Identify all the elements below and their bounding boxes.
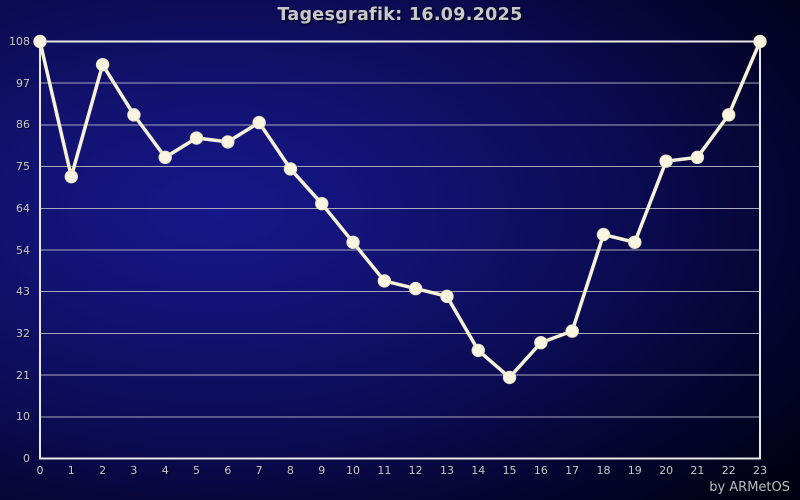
- data-point: [690, 150, 705, 165]
- data-point: [158, 150, 172, 165]
- x-axis-tick-label: 12: [408, 464, 423, 477]
- chart-frame: [39, 40, 761, 460]
- x-axis-tick-label: 4: [161, 464, 169, 477]
- data-point: [346, 235, 360, 249]
- x-axis-tick-label: 15: [502, 464, 517, 477]
- x-axis-tick-label: 21: [690, 464, 705, 477]
- data-point: [283, 162, 298, 176]
- x-axis-tick-label: 0: [36, 464, 44, 477]
- data-point: [33, 34, 47, 49]
- data-point: [753, 34, 767, 49]
- x-axis-tick-label: 23: [753, 464, 767, 477]
- x-axis-tick-label: 8: [286, 464, 294, 477]
- x-axis-tick-label: 11: [377, 464, 392, 477]
- x-axis-tick-label: 6: [224, 464, 232, 477]
- x-axis-tick-label: 5: [193, 464, 201, 477]
- y-axis-tick-label: 43: [16, 285, 30, 299]
- data-point: [377, 274, 392, 288]
- data-point: [596, 227, 611, 242]
- data-point: [502, 370, 517, 385]
- data-point: [721, 108, 736, 122]
- x-axis-tick-label: 20: [659, 464, 674, 477]
- data-point: [471, 343, 485, 358]
- y-axis-tick-label: 97: [16, 76, 30, 90]
- data-point: [127, 108, 141, 122]
- credit-label: by ARMetOS: [709, 480, 790, 495]
- y-axis-tick-label: 75: [16, 160, 30, 174]
- x-axis-tick-label: 3: [130, 464, 138, 477]
- x-axis-tick-label: 1: [67, 464, 75, 477]
- y-axis-tick-label: 108: [9, 35, 30, 48]
- data-point: [628, 235, 642, 249]
- x-axis-tick-label: 7: [255, 464, 263, 477]
- x-axis-tick-label: 17: [565, 464, 580, 477]
- x-axis-tick-label: 16: [533, 464, 548, 477]
- data-points: [33, 34, 767, 385]
- chart-title: Tagesgrafik: 16.09.2025: [277, 5, 523, 25]
- x-axis-tick-label: 18: [596, 464, 611, 477]
- data-point: [408, 281, 423, 296]
- y-axis-tick-label: 21: [16, 368, 30, 382]
- data-point: [189, 131, 204, 145]
- data-point: [534, 335, 548, 350]
- data-point: [659, 154, 673, 168]
- x-axis-tick-label: 2: [99, 464, 107, 477]
- data-point: [64, 169, 79, 184]
- data-point: [315, 196, 329, 211]
- x-axis-tick-label: 13: [439, 464, 454, 477]
- data-point: [565, 324, 579, 338]
- y-axis-tick-label: 32: [16, 326, 30, 340]
- x-axis-tick-label: 10: [346, 464, 361, 477]
- x-axis-tick-label: 19: [627, 464, 642, 477]
- data-point: [221, 135, 235, 149]
- data-point: [95, 57, 110, 72]
- x-axis-tick-label: 9: [318, 464, 326, 477]
- y-axis-tick-label: 0: [23, 452, 30, 465]
- data-line: [38, 39, 762, 380]
- y-axis-tick-label: 86: [16, 118, 30, 132]
- y-axis-tick-label: 54: [16, 243, 30, 257]
- y-axis-tick-label: 64: [16, 201, 30, 215]
- y-axis-tick-label: 10: [16, 410, 30, 424]
- data-point: [440, 289, 454, 304]
- x-axis-tick-label: 14: [471, 464, 486, 477]
- gridlines: [40, 82, 760, 418]
- data-point: [252, 115, 266, 130]
- x-axis-tick-label: 22: [721, 464, 736, 477]
